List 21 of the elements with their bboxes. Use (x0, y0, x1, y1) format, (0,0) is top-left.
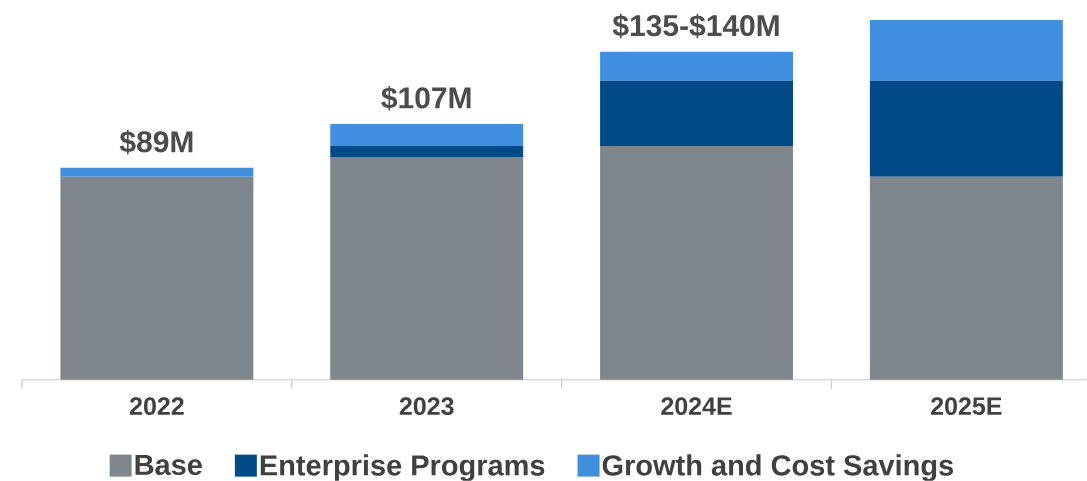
bar (869, 20, 1063, 81)
x-tick-label: 2023 (399, 397, 454, 416)
annotation: $135-$140M (612, 13, 779, 39)
x-tick-label: 2025E (931, 397, 1002, 416)
bar (869, 176, 1063, 380)
x-tick-label: 2022 (129, 397, 184, 416)
bar (330, 124, 524, 146)
bar (330, 145, 524, 158)
legend-label: Enterprise Programs (260, 454, 545, 481)
legend-label: Growth and Cost Savings (602, 454, 953, 481)
bar (600, 80, 793, 146)
bar (60, 167, 254, 177)
x-tick-label: 2024E (661, 397, 732, 416)
bar (600, 51, 793, 81)
bar (60, 176, 254, 380)
bar (869, 80, 1063, 177)
bar (600, 145, 793, 380)
bar (330, 157, 524, 380)
annotation: $107M (381, 86, 471, 111)
annotation: $89M (119, 129, 193, 155)
legend-label: Base (135, 454, 202, 476)
